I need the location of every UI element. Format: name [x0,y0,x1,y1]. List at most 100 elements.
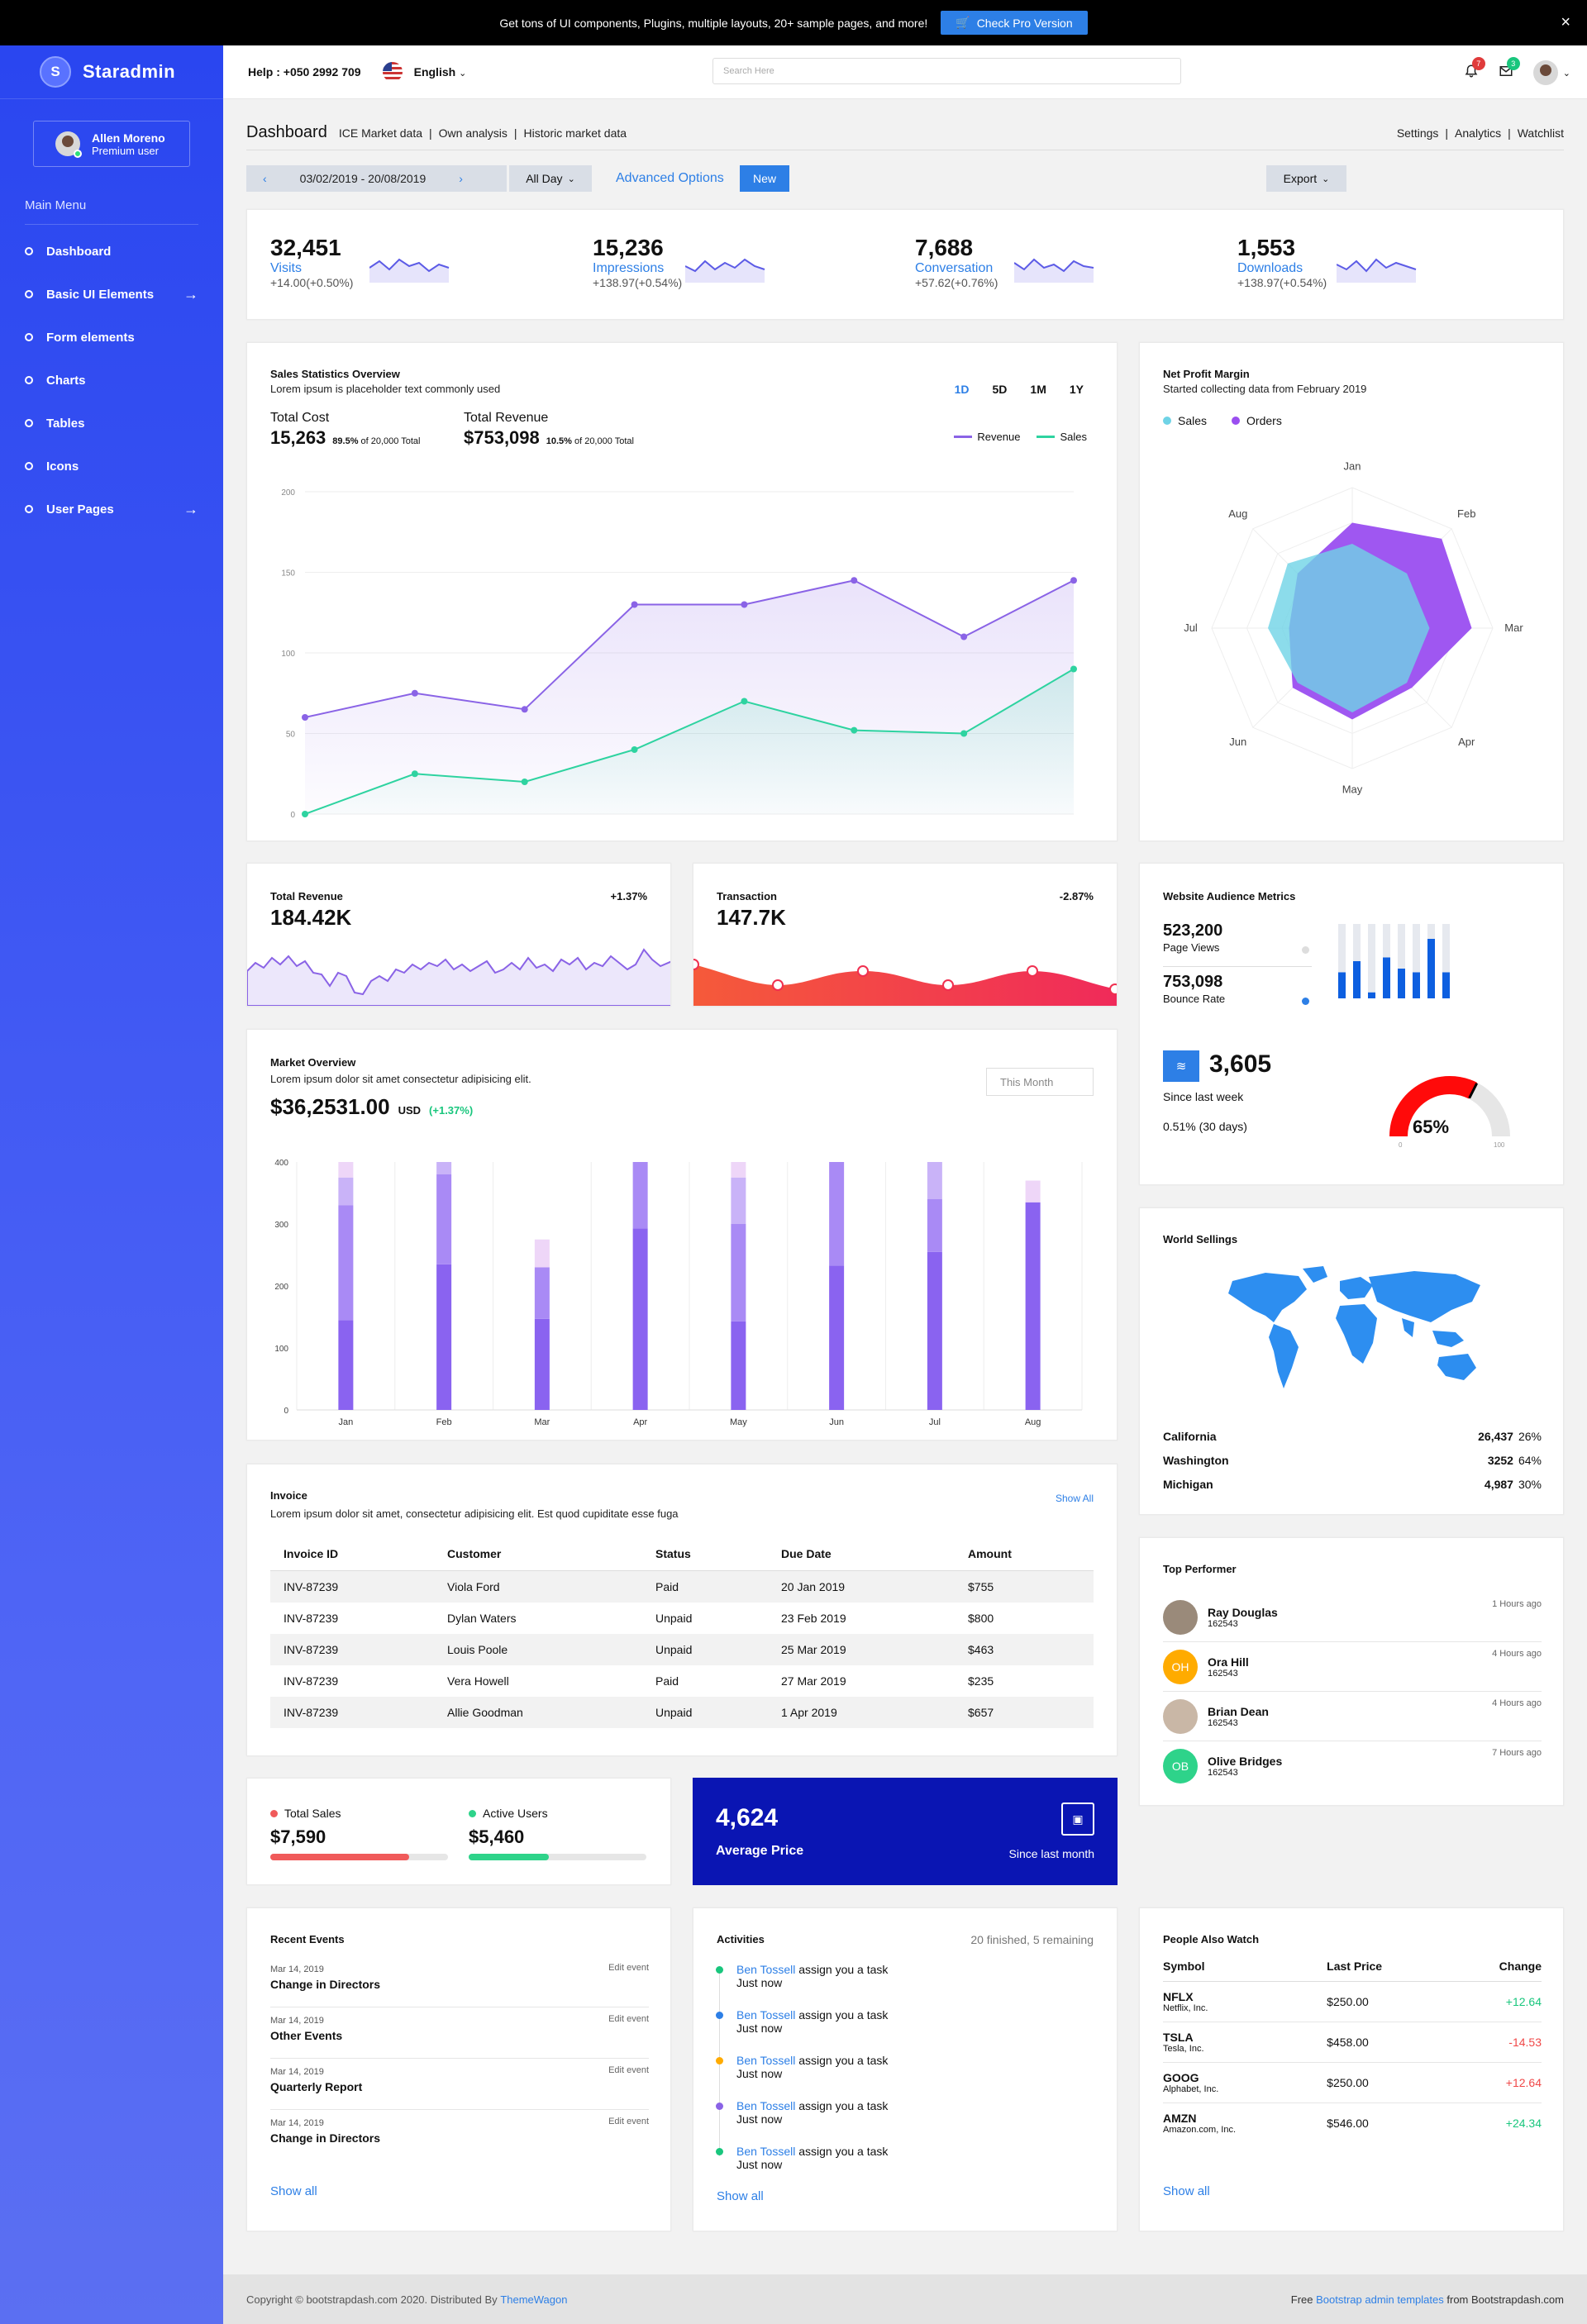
table-row[interactable]: INV-87239 Dylan Waters Unpaid 23 Feb 2019 $8… [270,1603,1094,1634]
table-row[interactable]: GOOG Alphabet, Inc. $250.00 +12.64 [1163,2062,1542,2103]
stock-symbol: NFLX [1163,1990,1194,2003]
activity-user-link[interactable]: Ben Tossell [736,2099,796,2112]
performer-item[interactable]: Brian Dean 162543 4 Hours ago [1163,1692,1542,1741]
chevron-left-icon[interactable]: ‹ [263,172,267,185]
chevron-down-icon: ⌄ [1322,174,1330,184]
performer-name: Olive Bridges [1208,1755,1283,1768]
sidebar-item-1[interactable]: Basic UI Elements → [0,273,223,316]
rightnav-link[interactable]: Watchlist [1517,126,1564,140]
world-row: California 26,437 26% [1163,1430,1542,1454]
period-tab[interactable]: 5D [992,383,1008,396]
activity-user-link[interactable]: Ben Tossell [736,1963,796,1976]
user-profile[interactable]: Allen Moreno Premium user [33,121,190,167]
sidebar-item-2[interactable]: Form elements [0,316,223,359]
new-button[interactable]: New [740,165,789,192]
world-row: Michigan 4,987 30% [1163,1478,1542,1502]
performer-item[interactable]: Ray Douglas 162543 1 Hours ago [1163,1593,1542,1642]
page-title: Dashboard [246,123,327,141]
language-select[interactable]: English ⌄ [414,65,467,79]
edit-event-link[interactable]: Edit event [608,2065,649,2075]
table-header-row: Invoice ID Customer Status Due Date Amount [270,1537,1094,1571]
activity-user-link[interactable]: Ben Tossell [736,2008,796,2022]
stats-card: 32,451 Visits +14.00(+0.50%) 15,236 Impressi… [246,209,1564,320]
region-name: California [1163,1430,1217,1443]
sales-line-chart: 0 50 100 150 200 [281,488,1077,820]
show-all-link[interactable]: Show all [717,2189,764,2203]
table-row[interactable]: INV-87239 Louis Poole Unpaid 25 Mar 2019 $46… [270,1634,1094,1665]
event-date: Mar 14, 2019 [270,2016,324,2026]
data-point [1070,577,1077,584]
bootstrap-templates-link[interactable]: Bootstrap admin templates [1316,2293,1444,2306]
search-input[interactable]: Search Here [712,58,1181,84]
sidebar-item-5[interactable]: Icons [0,445,223,488]
transaction-change: -2.87% [1059,890,1094,902]
online-status-dot [74,150,82,158]
period-select[interactable]: This Month [986,1068,1094,1096]
edit-event-link[interactable]: Edit event [608,2014,649,2024]
performer-item[interactable]: OB Olive Bridges 162543 7 Hours ago [1163,1741,1542,1791]
audience-card: Website Audience Metrics 523,200 Page Vi… [1139,863,1564,1185]
rightnav-link[interactable]: Settings [1396,126,1439,140]
card-title: People Also Watch [1163,1933,1260,1945]
activity-user-link[interactable]: Ben Tossell [736,2054,796,2067]
mail-icon[interactable]: 3 [1499,57,1520,82]
period-tab[interactable]: 1Y [1069,383,1084,396]
activity-user-link[interactable]: Ben Tossell [736,2145,796,2158]
total-sales-progress [270,1854,448,1860]
sidebar-item-0[interactable]: Dashboard [0,230,223,273]
us-flag-icon[interactable] [382,62,403,82]
total-cost-value: 15,263 [270,427,326,448]
sidebar-item-3[interactable]: Charts [0,359,223,402]
table-row[interactable]: NFLX Netflix, Inc. $250.00 +12.64 [1163,1981,1542,2022]
table-row[interactable]: INV-87239 Viola Ford Paid 20 Jan 2019 $755 [270,1570,1094,1603]
table-row[interactable]: INV-87239 Allie Goodman Unpaid 1 Apr 2019 $6… [270,1697,1094,1728]
brand[interactable]: S Staradmin [0,45,223,99]
period-tab[interactable]: 1D [954,383,970,396]
close-icon[interactable]: × [1561,13,1570,31]
show-all-link[interactable]: Show All [1055,1493,1094,1504]
user-role: Premium user [92,144,159,157]
notification-bell-icon[interactable]: 7 [1464,57,1485,82]
table-row[interactable]: AMZN Amazon.com, Inc. $546.00 +24.34 [1163,2103,1542,2144]
table-row[interactable]: TSLA Tesla, Inc. $458.00 -14.53 [1163,2022,1542,2063]
subnav-link[interactable]: Own analysis [438,126,508,140]
show-all-link[interactable]: Show all [1163,2184,1210,2198]
subnav-link[interactable]: ICE Market data [338,126,422,140]
market-currency: USD [398,1104,422,1117]
y-tick-label: 50 [286,731,296,740]
rightnav-link[interactable]: Analytics [1455,126,1502,140]
price-change: +12.64 [1456,2062,1542,2103]
bounce-rate-label: Bounce Rate [1163,993,1226,1005]
event-date: Mar 14, 2019 [270,2067,324,2077]
activity-item: Ben Tossell assign you a task Just now [713,2093,1094,2138]
advanced-options-link[interactable]: Advanced Options [616,171,724,185]
themewagon-link[interactable]: ThemeWagon [500,2293,568,2306]
date-range-picker[interactable]: ‹ 03/02/2019 - 20/08/2019 › [246,165,507,192]
performer-item[interactable]: OH Ora Hill 162543 4 Hours ago [1163,1642,1542,1692]
total-revenue-value: 184.42K [270,905,352,930]
event-name: Quarterly Report [270,2080,363,2093]
activity-time: Just now [736,2022,783,2035]
y-tick-label: 100 [274,1345,288,1354]
all-day-select[interactable]: All Day ⌄ [509,165,592,192]
avg-price-value: 4,624 [716,1804,779,1831]
sidebar-item-6[interactable]: User Pages → [0,488,223,531]
bounce-rate-value: 753,098 [1163,973,1223,991]
bar-track [1398,924,1405,998]
table-row[interactable]: INV-87239 Vera Howell Paid 27 Mar 2019 $235 [270,1665,1094,1697]
market-change: (+1.37%) [429,1104,474,1117]
show-all-link[interactable]: Show all [270,2184,317,2198]
sidebar-item-4[interactable]: Tables [0,402,223,445]
period-tab[interactable]: 1M [1030,383,1046,396]
briefcase-icon[interactable]: ▣ [1061,1803,1094,1836]
edit-event-link[interactable]: Edit event [608,1963,649,1973]
edit-event-link[interactable]: Edit event [608,2117,649,2126]
bar-segment [338,1320,354,1410]
user-menu[interactable]: ⌄ [1532,60,1570,85]
chevron-right-icon[interactable]: › [459,172,463,185]
bar-segment [829,1162,845,1266]
export-button[interactable]: Export ⌄ [1266,165,1346,192]
y-tick-label: 0 [290,811,295,820]
check-pro-button[interactable]: 🛒 Check Pro Version [941,11,1088,35]
subnav-link[interactable]: Historic market data [523,126,627,140]
